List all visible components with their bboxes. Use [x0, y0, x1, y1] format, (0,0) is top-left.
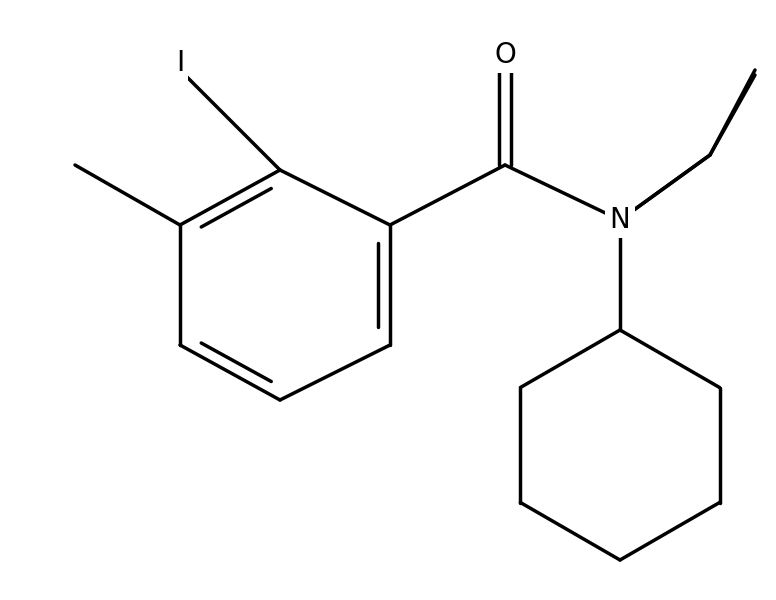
- Text: N: N: [610, 206, 630, 234]
- Text: I: I: [176, 49, 184, 77]
- Text: O: O: [494, 41, 516, 69]
